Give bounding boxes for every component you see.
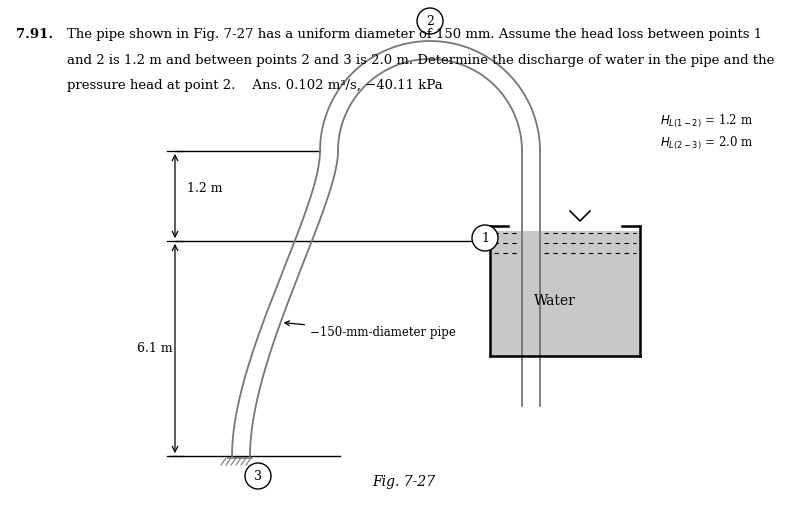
Text: The pipe shown in Fig. 7-27 has a uniform diameter of 150 mm. Assume the head lo: The pipe shown in Fig. 7-27 has a unifor… (67, 28, 762, 41)
Text: 1.2 m: 1.2 m (187, 181, 222, 195)
Text: and 2 is 1.2 m and between points 2 and 3 is 2.0 m. Determine the discharge of w: and 2 is 1.2 m and between points 2 and … (67, 54, 774, 66)
Text: pressure head at point 2.    Ans. 0.102 m³/s, −40.11 kPa: pressure head at point 2. Ans. 0.102 m³/… (67, 79, 443, 92)
Text: $H_{L(1-2)}$ = 1.2 m: $H_{L(1-2)}$ = 1.2 m (660, 112, 753, 130)
Text: Fig. 7-27: Fig. 7-27 (372, 475, 435, 489)
Bar (490, 231, 640, 356)
Circle shape (472, 225, 498, 251)
Text: −150-mm-diameter pipe: −150-mm-diameter pipe (285, 321, 456, 339)
Circle shape (245, 463, 271, 489)
Text: 3: 3 (254, 470, 262, 482)
Circle shape (417, 8, 443, 34)
Text: 1: 1 (481, 231, 489, 244)
Text: Water: Water (534, 294, 576, 308)
Text: $H_{L(2-3)}$ = 2.0 m: $H_{L(2-3)}$ = 2.0 m (660, 134, 753, 152)
Text: 7.91.: 7.91. (16, 28, 53, 41)
Text: 6.1 m: 6.1 m (137, 342, 172, 355)
Text: 2: 2 (426, 14, 434, 28)
